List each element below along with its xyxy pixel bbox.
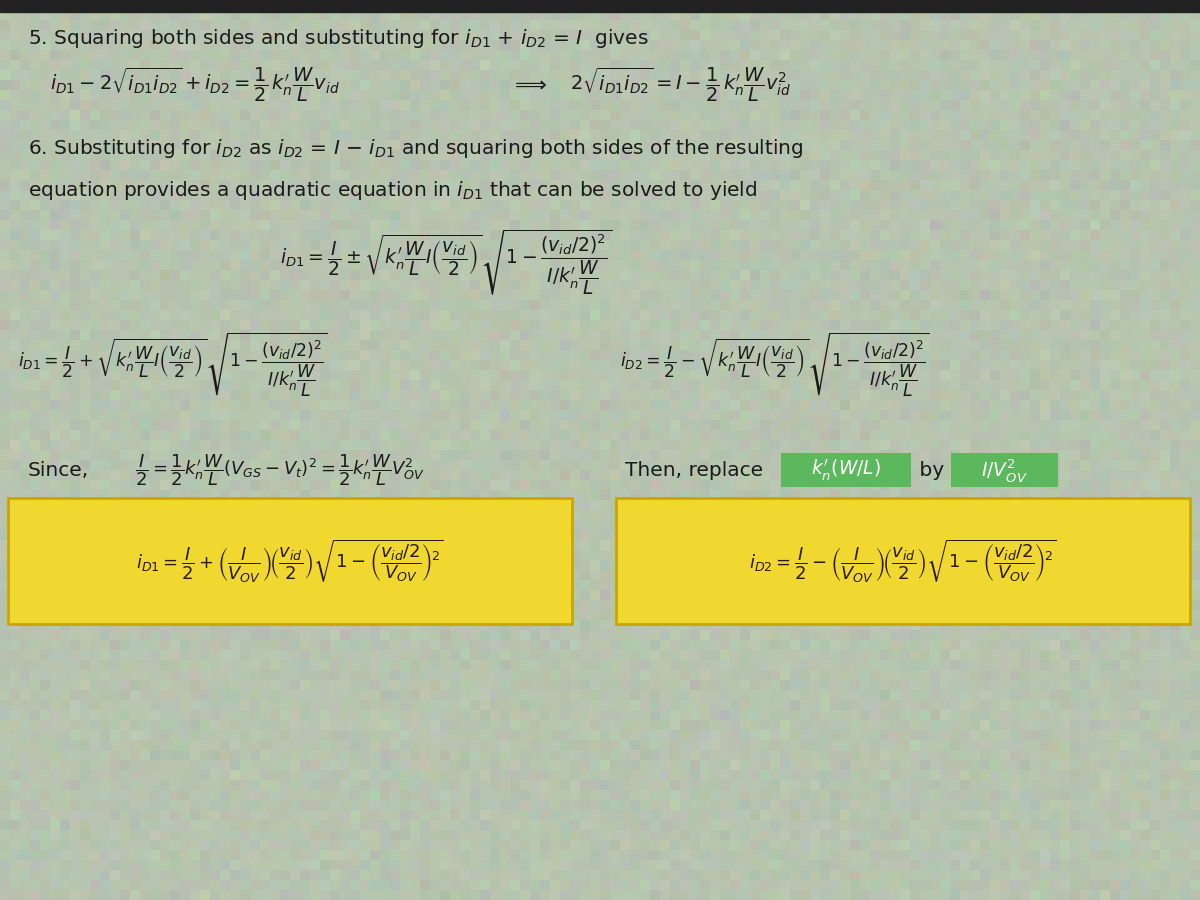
FancyBboxPatch shape bbox=[952, 453, 1058, 487]
Bar bbox=[0, 0, 1200, 12]
Text: $i_{D2} = \dfrac{I}{2} - \sqrt{k_n^{\prime}\dfrac{W}{L}I\left(\dfrac{v_{id}}{2}\: $i_{D2} = \dfrac{I}{2} - \sqrt{k_n^{\pri… bbox=[620, 331, 930, 399]
Text: $\dfrac{I}{2} = \dfrac{1}{2}k_n^{\prime}\dfrac{W}{L}(V_{GS}-V_t)^2 = \dfrac{1}{2: $\dfrac{I}{2} = \dfrac{1}{2}k_n^{\prime}… bbox=[134, 452, 425, 488]
Text: 6. Substituting for $i_{D2}$ as $i_{D2}$ = $I$ $-$ $i_{D1}$ and squaring both si: 6. Substituting for $i_{D2}$ as $i_{D2}$… bbox=[28, 137, 804, 159]
Text: Then, replace: Then, replace bbox=[625, 461, 769, 480]
FancyBboxPatch shape bbox=[616, 498, 1190, 624]
Text: Since,: Since, bbox=[28, 461, 89, 480]
FancyBboxPatch shape bbox=[8, 498, 572, 624]
Text: 5. Squaring both sides and substituting for $i_{D1}$ + $i_{D2}$ = $I$  gives: 5. Squaring both sides and substituting … bbox=[28, 26, 649, 50]
Text: $\Longrightarrow$: $\Longrightarrow$ bbox=[510, 75, 547, 95]
Text: $i_{D1} = \dfrac{I}{2} \pm \sqrt{k_n^{\prime}\dfrac{W}{L}I\left(\dfrac{v_{id}}{2: $i_{D1} = \dfrac{I}{2} \pm \sqrt{k_n^{\p… bbox=[280, 227, 612, 297]
Text: $i_{D1} - 2\sqrt{i_{D1}i_{D2}} + i_{D2} = \dfrac{1}{2}\,k_n^{\prime}\dfrac{W}{L}: $i_{D1} - 2\sqrt{i_{D1}i_{D2}} + i_{D2} … bbox=[50, 66, 340, 104]
Text: equation provides a quadratic equation in $i_{D1}$ that can be solved to yield: equation provides a quadratic equation i… bbox=[28, 178, 757, 202]
Text: $2\sqrt{i_{D1}i_{D2}} = I - \dfrac{1}{2}\,k_n^{\prime}\dfrac{W}{L}v_{id}^2$: $2\sqrt{i_{D1}i_{D2}} = I - \dfrac{1}{2}… bbox=[570, 66, 791, 104]
Text: $k_n^{\prime}(W/L)$: $k_n^{\prime}(W/L)$ bbox=[811, 457, 881, 482]
Text: $i_{D1} = \dfrac{I}{2} + \sqrt{k_n^{\prime}\dfrac{W}{L}I\left(\dfrac{v_{id}}{2}\: $i_{D1} = \dfrac{I}{2} + \sqrt{k_n^{\pri… bbox=[18, 331, 328, 399]
Text: $i_{D2} = \dfrac{I}{2} - \left(\dfrac{I}{V_{OV}}\right)\!\left(\dfrac{v_{id}}{2}: $i_{D2} = \dfrac{I}{2} - \left(\dfrac{I}… bbox=[749, 537, 1057, 584]
Text: by: by bbox=[913, 461, 950, 480]
FancyBboxPatch shape bbox=[781, 453, 911, 487]
Text: $i_{D1} = \dfrac{I}{2} + \left(\dfrac{I}{V_{OV}}\right)\!\left(\dfrac{v_{id}}{2}: $i_{D1} = \dfrac{I}{2} + \left(\dfrac{I}… bbox=[136, 537, 444, 584]
Text: $I/V_{OV}^2$: $I/V_{OV}^2$ bbox=[980, 456, 1027, 483]
